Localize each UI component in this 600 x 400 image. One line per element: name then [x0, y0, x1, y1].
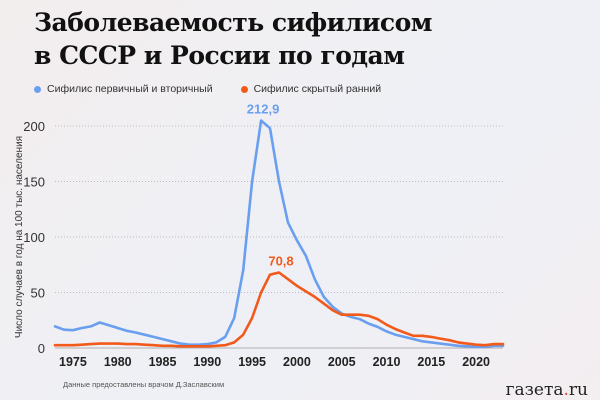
chart-title: Заболеваемость сифилисом в СССР и России… [34, 6, 433, 72]
x-tick-label: 1975 [59, 355, 87, 369]
legend: Сифилис первичный и вторичный Сифилис ск… [34, 83, 381, 95]
series-line-0 [53, 119, 505, 349]
logo-tld: ru [568, 380, 588, 400]
x-tick-label: 1995 [238, 355, 266, 369]
y-axis-label: Число случаев в год на 100 тыс. населени… [14, 136, 25, 338]
x-tick-label: 1985 [149, 355, 177, 369]
legend-label: Сифилис скрытый ранний [253, 83, 382, 95]
legend-dot-icon [34, 85, 41, 93]
x-tick-label: 2000 [283, 355, 311, 369]
series-line-1 [53, 271, 505, 348]
peak-label: 70,8 [268, 254, 293, 269]
x-tick-label: 1990 [193, 355, 221, 369]
x-tick-label: 2020 [462, 355, 490, 369]
x-tick-label: 2010 [373, 355, 401, 369]
logo: газета.ru [506, 380, 588, 400]
peak-label: 212,9 [247, 101, 280, 116]
y-tick-label: 100 [23, 230, 45, 245]
legend-item-primary: Сифилис первичный и вторичный [34, 83, 213, 95]
source-note: Данные предоставлены врачом Д.Заславским [63, 380, 225, 389]
legend-label: Сифилис первичный и вторичный [47, 83, 213, 95]
x-tick-label: 1980 [104, 355, 132, 369]
logo-main: газета [505, 380, 564, 400]
y-tick-label: 50 [31, 286, 45, 301]
y-tick-label: 0 [38, 341, 45, 356]
legend-dot-icon [240, 85, 248, 93]
title-line-1: Заболеваемость сифилисом [34, 8, 433, 37]
y-tick-label: 150 [23, 175, 45, 190]
title-line-2: в СССР и России по годам [34, 41, 405, 70]
x-tick-label: 2015 [417, 355, 445, 369]
y-tick-label: 200 [23, 119, 45, 134]
logo-dot: . [563, 380, 569, 400]
x-tick-label: 2005 [328, 355, 356, 369]
legend-item-latent: Сифилис скрытый ранний [240, 83, 382, 95]
